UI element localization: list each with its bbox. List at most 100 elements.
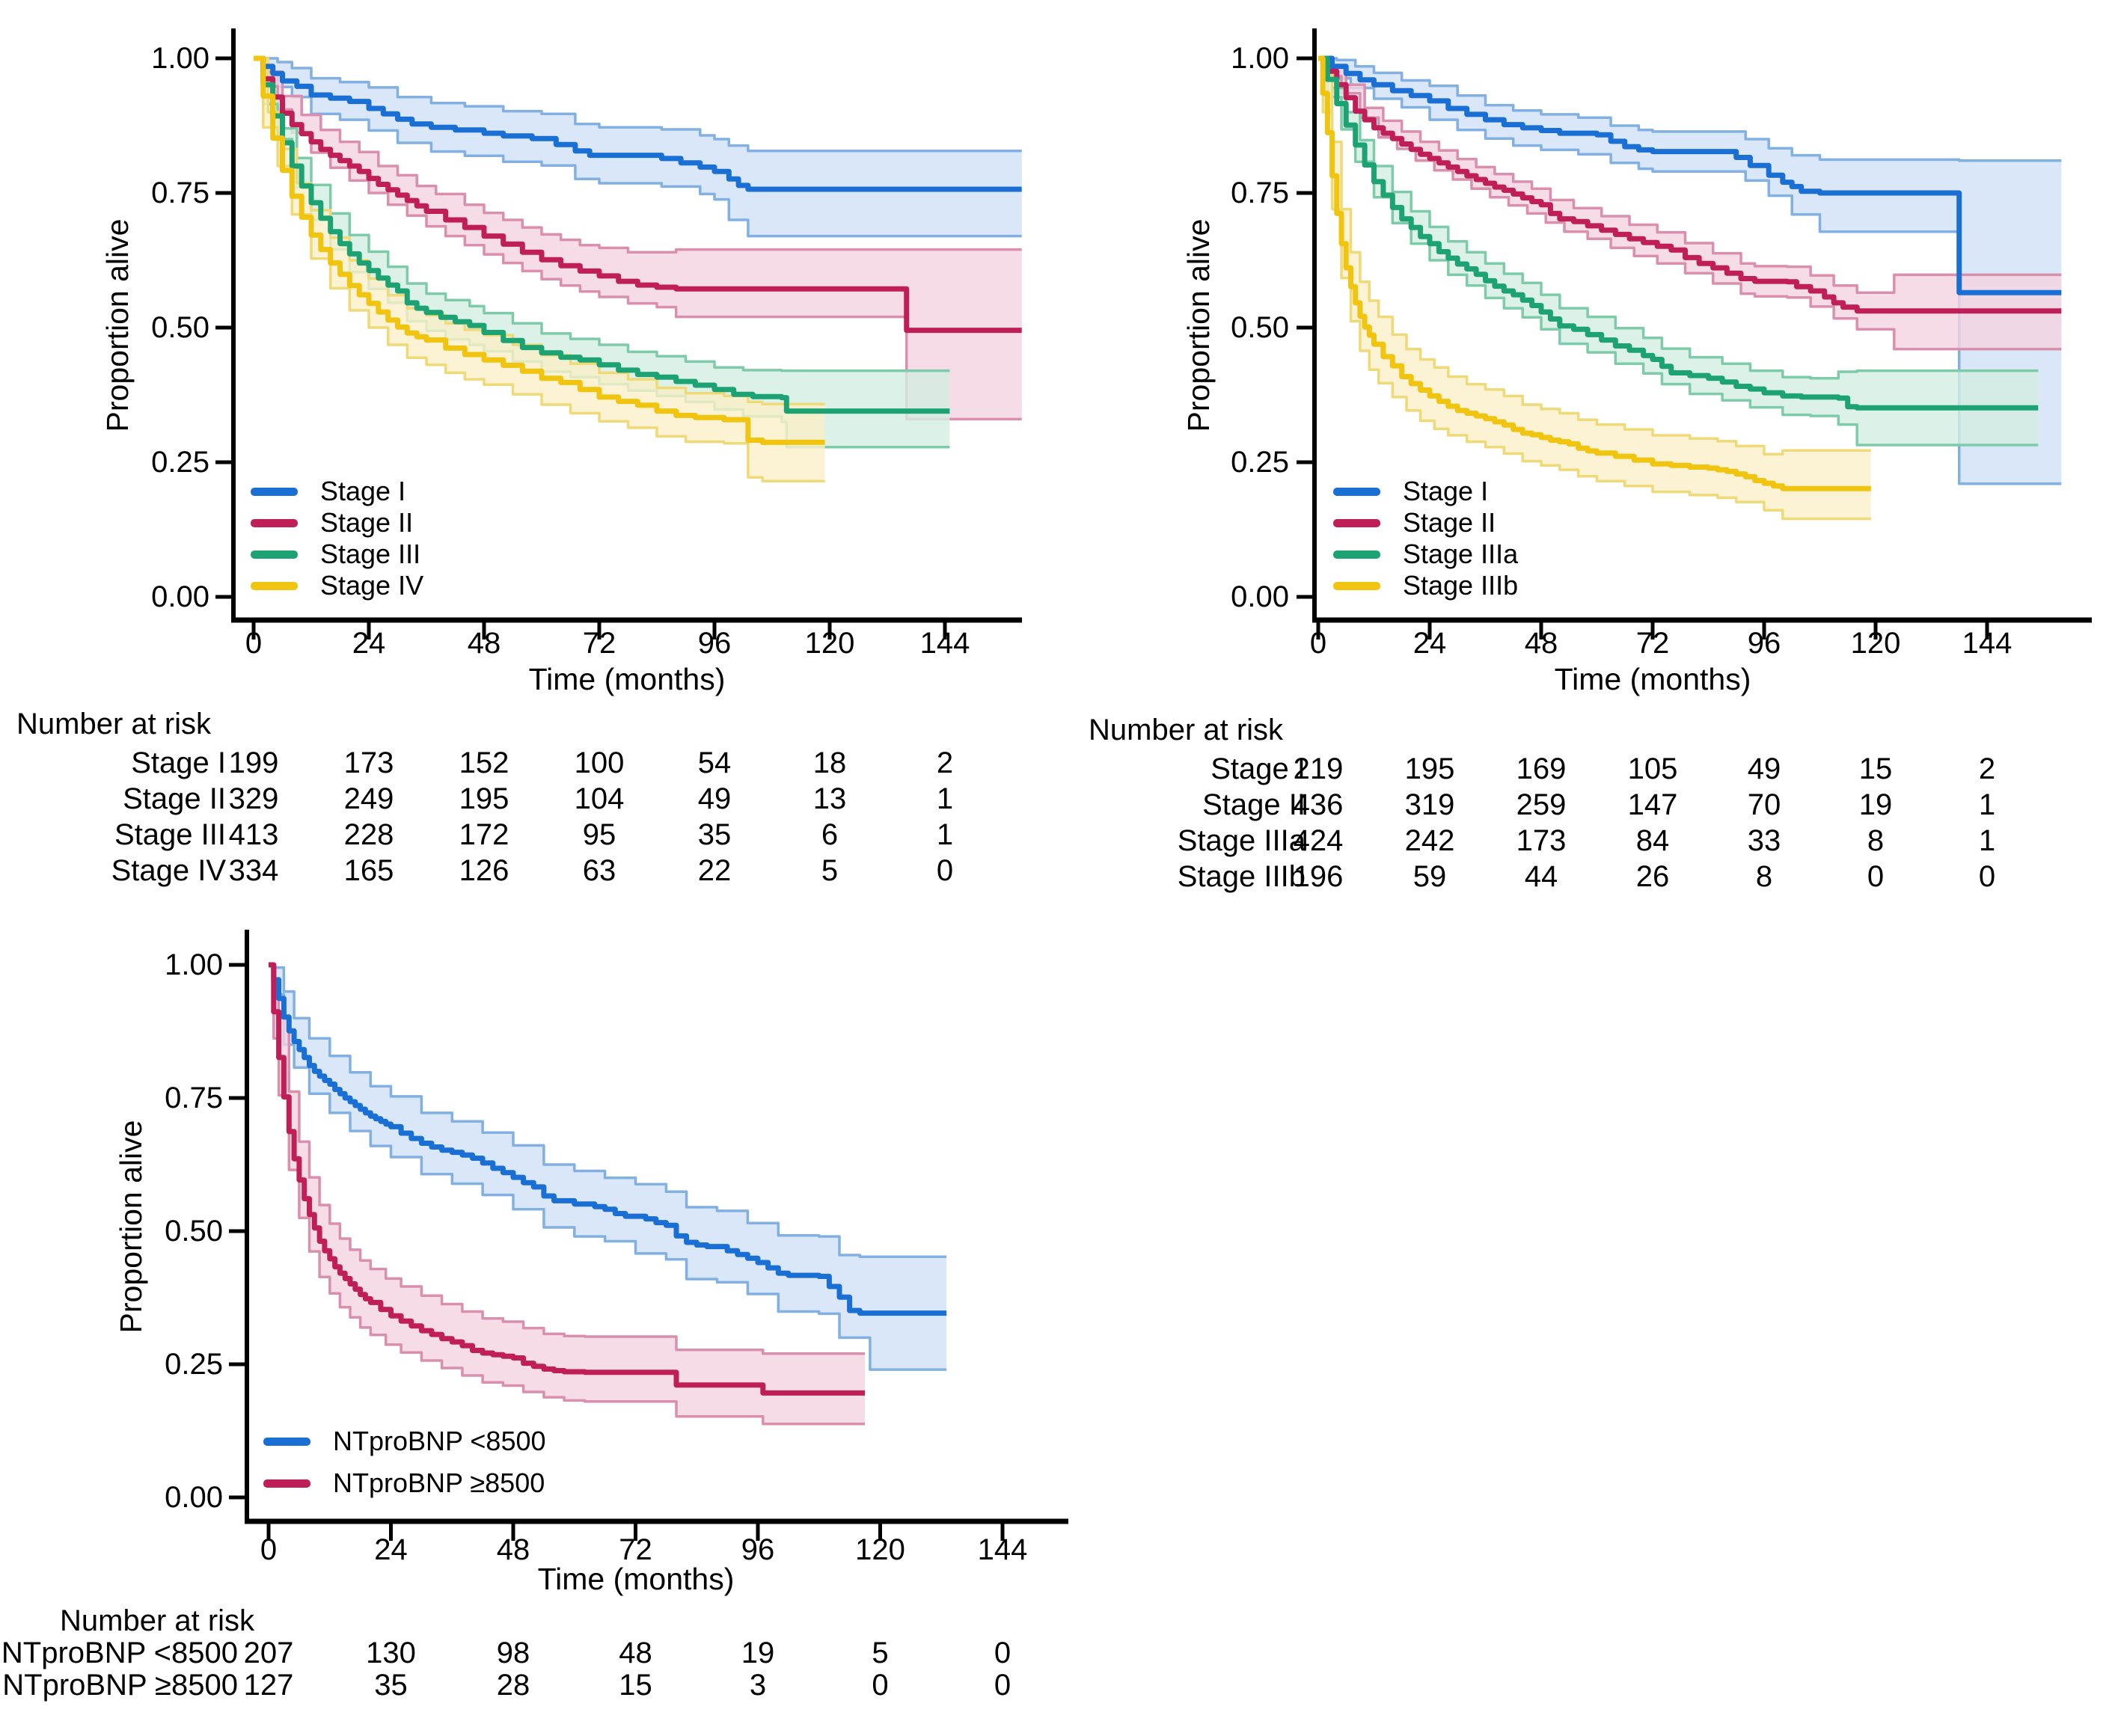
risk-count: 98 <box>496 1637 530 1669</box>
x-tick-label: 120 <box>855 1533 905 1566</box>
risk-count: 48 <box>619 1637 652 1669</box>
risk-count: 1 <box>1978 788 1996 821</box>
survival-curve-stage-iii <box>254 55 950 414</box>
legend-swatch-stage-i-icon <box>1333 487 1380 496</box>
risk-count: 172 <box>459 818 509 851</box>
legend-item-stage-iiib: Stage IIIb <box>1333 572 1518 599</box>
risk-count: 95 <box>582 818 616 851</box>
x-tick-label: 144 <box>1962 627 2013 660</box>
risk-count: 63 <box>582 854 616 887</box>
risk-count: 105 <box>1627 752 1678 785</box>
ci-band-stage-i <box>1318 58 2062 484</box>
risk-row-label: Stage I <box>131 746 226 779</box>
legend-item-ntprobnp-high: NTproBNP ≥8500 <box>263 1470 545 1497</box>
risk-count: 334 <box>228 854 279 887</box>
risk-count: 436 <box>1293 788 1344 821</box>
risk-count: 0 <box>1978 860 1996 893</box>
ci-upper-edge-ntprobnp-8500 <box>269 963 947 1258</box>
risk-count: 207 <box>243 1637 294 1669</box>
risk-table-header: Number at risk <box>16 708 212 740</box>
legend-label: Stage I <box>320 476 406 506</box>
risk-count: 100 <box>574 746 625 779</box>
x-tick-label: 72 <box>582 627 616 660</box>
x-tick-label: 0 <box>260 1533 278 1566</box>
x-tick-label: 144 <box>919 627 970 660</box>
survival-curve-ntprobnp-8500 <box>269 962 866 1396</box>
ci-lower-edge-stage-iiib <box>1318 57 1871 521</box>
survival-curve-stage-iiia <box>1318 55 2039 411</box>
risk-count: 0 <box>872 1669 889 1702</box>
risk-count: 70 <box>1747 788 1781 821</box>
survival-curve-stage-iiib <box>1318 55 1871 491</box>
risk-row-label: NTproBNP ≥8500 <box>2 1669 238 1702</box>
risk-count: 127 <box>243 1669 294 1702</box>
x-tick-label: 24 <box>352 627 386 660</box>
survival-curve-stage-ii <box>254 55 1022 334</box>
risk-count: 249 <box>343 782 394 815</box>
ci-lower-edge-stage-ii <box>254 57 1022 421</box>
risk-row-label: Stage IV <box>111 854 226 887</box>
risk-table-header: Number at risk <box>1089 714 1284 746</box>
x-tick-label: 120 <box>1850 627 1901 660</box>
legend-label: Stage IIIb <box>1403 570 1519 601</box>
risk-count: 49 <box>1747 752 1781 785</box>
legend-swatch-stage-ii-icon <box>1333 518 1380 527</box>
legend-swatch-stage-iv-icon <box>251 581 298 590</box>
y-tick-label: 0.25 <box>151 446 209 479</box>
risk-row-label: NTproBNP <8500 <box>1 1637 238 1669</box>
risk-count: 165 <box>343 854 394 887</box>
risk-count: 26 <box>1635 860 1670 893</box>
y-tick-label: 0.25 <box>165 1348 223 1381</box>
risk-count: 0 <box>936 854 954 887</box>
risk-count: 173 <box>343 746 394 779</box>
risk-count: 3 <box>749 1669 767 1702</box>
risk-count: 219 <box>1293 752 1344 785</box>
ci-band-stage-ii <box>1318 58 2062 349</box>
y-tick-label: 0.00 <box>1231 580 1289 613</box>
ci-upper-edge-stage-iv <box>254 57 825 405</box>
legend-item-ntprobnp-low: NTproBNP <8500 <box>263 1428 546 1455</box>
x-tick-label: 0 <box>245 627 263 660</box>
risk-count: 6 <box>821 818 839 851</box>
ci-band-ntprobnp-8500 <box>269 965 866 1424</box>
risk-row-label: Stage II <box>1202 788 1306 821</box>
risk-count: 19 <box>741 1637 775 1669</box>
legend-item-stage-ii: Stage II <box>1333 509 1496 536</box>
legend-item-stage-i: Stage I <box>251 478 405 505</box>
risk-count: 18 <box>812 746 847 779</box>
risk-row-label: Stage III <box>114 818 226 851</box>
y-tick-label: 0.50 <box>1231 311 1289 344</box>
legend-swatch-ntprobnp-low-icon <box>263 1437 310 1446</box>
risk-count: 8 <box>1755 860 1773 893</box>
ci-upper-edge-stage-iiib <box>1318 57 1871 456</box>
risk-count: 15 <box>1858 752 1893 785</box>
risk-row-label: Stage IIIa <box>1177 824 1306 857</box>
risk-count: 169 <box>1516 752 1567 785</box>
legend-label: Stage IV <box>320 570 424 601</box>
x-tick-label: 24 <box>1412 627 1447 660</box>
risk-row-label: Stage IIIb <box>1177 860 1306 893</box>
ci-lower-edge-ntprobnp-8500 <box>269 963 947 1371</box>
survival-curve-stage-i <box>1318 55 2062 295</box>
risk-count: 1 <box>936 782 954 815</box>
x-tick-label: 48 <box>467 627 501 660</box>
risk-count: 195 <box>459 782 509 815</box>
x-tick-label: 96 <box>697 627 732 660</box>
risk-count: 22 <box>697 854 732 887</box>
ci-upper-edge-stage-ii <box>1318 57 2062 294</box>
legend-item-stage-i: Stage I <box>1333 478 1488 505</box>
y-tick-label: 0.00 <box>151 580 209 613</box>
ci-upper-edge-stage-i <box>1318 57 2062 162</box>
x-axis-label: Time (months) <box>1554 662 1751 696</box>
x-tick-label: 72 <box>1635 627 1670 660</box>
x-axis-label: Time (months) <box>537 1562 735 1596</box>
risk-count: 28 <box>496 1669 530 1702</box>
risk-count: 0 <box>994 1637 1011 1669</box>
legend-label: Stage I <box>1403 476 1489 506</box>
legend-swatch-stage-iii-icon <box>251 550 298 559</box>
legend-label: Stage III <box>320 539 421 569</box>
x-tick-label: 144 <box>977 1533 1028 1566</box>
x-tick-label: 96 <box>1747 627 1781 660</box>
risk-row-label: Stage II <box>123 782 226 815</box>
